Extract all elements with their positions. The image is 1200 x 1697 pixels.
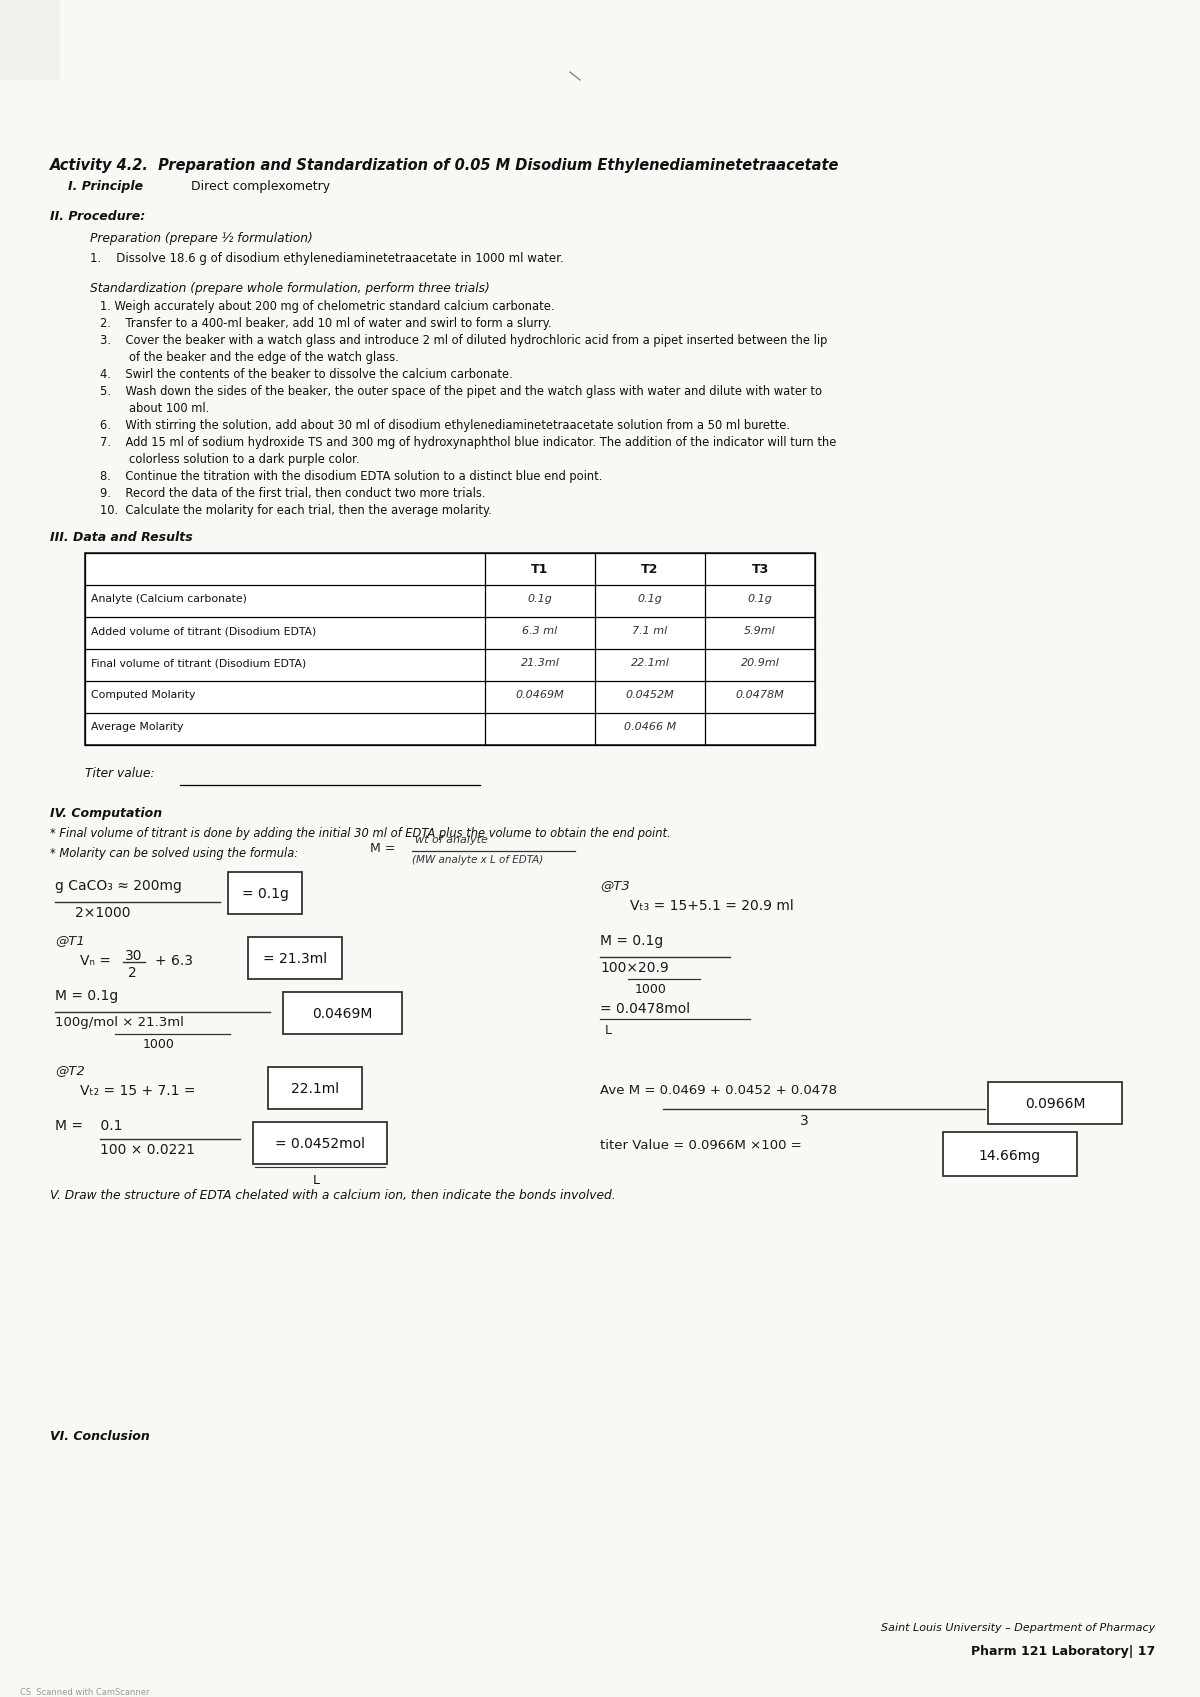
Text: 30: 30 <box>125 949 143 962</box>
Text: = 0.0478mol: = 0.0478mol <box>600 1001 690 1017</box>
Text: 20.9ml: 20.9ml <box>740 658 780 669</box>
Text: @T1: @T1 <box>55 933 85 947</box>
Text: 22.1ml: 22.1ml <box>290 1083 340 1096</box>
FancyBboxPatch shape <box>248 937 342 979</box>
Text: 7.1 ml: 7.1 ml <box>632 626 667 636</box>
Text: of the beaker and the edge of the watch glass.: of the beaker and the edge of the watch … <box>100 351 398 363</box>
Text: Average Molarity: Average Molarity <box>91 721 184 731</box>
FancyBboxPatch shape <box>253 1122 386 1164</box>
Text: Vₙ =: Vₙ = <box>80 954 112 967</box>
Text: colorless solution to a dark purple color.: colorless solution to a dark purple colo… <box>100 453 360 467</box>
Text: Titer value:: Titer value: <box>85 767 158 781</box>
Text: 1.    Dissolve 18.6 g of disodium ethylenediaminetetraacetate in 1000 ml water.: 1. Dissolve 18.6 g of disodium ethylened… <box>90 251 564 265</box>
Text: wt of analyte: wt of analyte <box>415 835 488 845</box>
Text: 100 × 0.0221: 100 × 0.0221 <box>100 1144 194 1157</box>
Text: 2: 2 <box>128 966 137 979</box>
FancyBboxPatch shape <box>268 1067 362 1110</box>
Text: 100g/mol × 21.3ml: 100g/mol × 21.3ml <box>55 1017 184 1028</box>
Text: Standardization (prepare whole formulation, perform three trials): Standardization (prepare whole formulati… <box>90 282 490 295</box>
Text: Direct complexometry: Direct complexometry <box>175 180 330 193</box>
Text: 0.1g: 0.1g <box>637 594 662 604</box>
Text: Pharm 121 Laboratory| 17: Pharm 121 Laboratory| 17 <box>971 1644 1154 1658</box>
Text: M = 0.1g: M = 0.1g <box>55 989 119 1003</box>
Bar <box>0 0 60 80</box>
Text: = 0.0452mol: = 0.0452mol <box>275 1137 365 1151</box>
Text: 5.    Wash down the sides of the beaker, the outer space of the pipet and the wa: 5. Wash down the sides of the beaker, th… <box>100 385 822 399</box>
Text: 3.    Cover the beaker with a watch glass and introduce 2 ml of diluted hydrochl: 3. Cover the beaker with a watch glass a… <box>100 334 827 346</box>
Text: IV. Computation: IV. Computation <box>50 808 162 820</box>
FancyBboxPatch shape <box>988 1083 1122 1123</box>
Text: 14.66mg: 14.66mg <box>979 1149 1042 1162</box>
Text: II. Procedure:: II. Procedure: <box>50 210 145 222</box>
Text: * Final volume of titrant is done by adding the initial 30 ml of EDTA plus the v: * Final volume of titrant is done by add… <box>50 826 671 840</box>
Text: 10.  Calculate the molarity for each trial, then the average molarity.: 10. Calculate the molarity for each tria… <box>100 504 492 518</box>
Text: 1000: 1000 <box>143 1039 175 1050</box>
Text: 5.9ml: 5.9ml <box>744 626 776 636</box>
Text: 6.    With stirring the solution, add about 30 ml of disodium ethylenediaminetet: 6. With stirring the solution, add about… <box>100 419 790 433</box>
Text: T2: T2 <box>641 563 659 575</box>
Text: 0.0469M: 0.0469M <box>312 1006 372 1022</box>
Text: 0.0966M: 0.0966M <box>1025 1096 1085 1112</box>
Text: 2×1000: 2×1000 <box>74 906 131 920</box>
Text: VI. Conclusion: VI. Conclusion <box>50 1431 150 1442</box>
FancyBboxPatch shape <box>228 872 302 915</box>
Text: 3: 3 <box>800 1113 809 1129</box>
Text: Vₜ₂ = 15 + 7.1 =: Vₜ₂ = 15 + 7.1 = <box>80 1084 196 1098</box>
Text: Activity 4.2.  Preparation and Standardization of 0.05 M Disodium Ethylenediamin: Activity 4.2. Preparation and Standardiz… <box>50 158 839 173</box>
Text: * Molarity can be solved using the formula:: * Molarity can be solved using the formu… <box>50 847 298 860</box>
Text: 2.    Transfer to a 400-ml beaker, add 10 ml of water and swirl to form a slurry: 2. Transfer to a 400-ml beaker, add 10 m… <box>100 317 552 329</box>
Text: 0.0469M: 0.0469M <box>516 691 564 699</box>
FancyBboxPatch shape <box>283 993 402 1033</box>
Text: 4.    Swirl the contents of the beaker to dissolve the calcium carbonate.: 4. Swirl the contents of the beaker to d… <box>100 368 512 382</box>
Text: Preparation (prepare ½ formulation): Preparation (prepare ½ formulation) <box>90 232 313 244</box>
Text: M =: M = <box>370 842 400 855</box>
Text: titer Value = 0.0966M ×100 =: titer Value = 0.0966M ×100 = <box>600 1139 802 1152</box>
Text: M = 0.1g: M = 0.1g <box>600 933 664 949</box>
Text: Final volume of titrant (Disodium EDTA): Final volume of titrant (Disodium EDTA) <box>91 658 306 669</box>
Text: 0.0466 M: 0.0466 M <box>624 721 676 731</box>
Text: + 6.3: + 6.3 <box>155 954 193 967</box>
Text: Ave M = 0.0469 + 0.0452 + 0.0478: Ave M = 0.0469 + 0.0452 + 0.0478 <box>600 1084 838 1096</box>
FancyBboxPatch shape <box>943 1132 1078 1176</box>
Text: Analyte (Calcium carbonate): Analyte (Calcium carbonate) <box>91 594 247 604</box>
Bar <box>85 553 815 745</box>
Text: @T3: @T3 <box>600 879 630 893</box>
Text: about 100 ml.: about 100 ml. <box>100 402 209 416</box>
Text: 8.    Continue the titration with the disodium EDTA solution to a distinct blue : 8. Continue the titration with the disod… <box>100 470 602 484</box>
Text: 0.0452M: 0.0452M <box>625 691 674 699</box>
Text: Computed Molarity: Computed Molarity <box>91 691 196 699</box>
Text: 0.1g: 0.1g <box>528 594 552 604</box>
Text: 21.3ml: 21.3ml <box>521 658 559 669</box>
Text: 0.1g: 0.1g <box>748 594 773 604</box>
Text: M =    0.1: M = 0.1 <box>55 1118 122 1134</box>
Text: 6.3 ml: 6.3 ml <box>522 626 558 636</box>
Text: T1: T1 <box>532 563 548 575</box>
Text: = 21.3ml: = 21.3ml <box>263 952 328 966</box>
Text: 7.    Add 15 ml of sodium hydroxide TS and 300 mg of hydroxynaphthol blue indica: 7. Add 15 ml of sodium hydroxide TS and … <box>100 436 836 450</box>
Text: Vₜ₃ = 15+5.1 = 20.9 ml: Vₜ₃ = 15+5.1 = 20.9 ml <box>630 899 793 913</box>
Text: 1000: 1000 <box>635 983 667 996</box>
Text: = 0.1g: = 0.1g <box>241 888 288 901</box>
Text: 1. Weigh accurately about 200 mg of chelometric standard calcium carbonate.: 1. Weigh accurately about 200 mg of chel… <box>100 300 554 312</box>
Text: Saint Louis University – Department of Pharmacy: Saint Louis University – Department of P… <box>881 1622 1154 1633</box>
Text: Added volume of titrant (Disodium EDTA): Added volume of titrant (Disodium EDTA) <box>91 626 317 636</box>
Text: L: L <box>605 1023 612 1037</box>
Text: 9.    Record the data of the first trial, then conduct two more trials.: 9. Record the data of the first trial, t… <box>100 487 486 501</box>
Text: 0.0478M: 0.0478M <box>736 691 785 699</box>
Text: I. Principle: I. Principle <box>68 180 143 193</box>
Text: g CaCO₃ ≈ 200mg: g CaCO₃ ≈ 200mg <box>55 879 182 893</box>
Text: 100×20.9: 100×20.9 <box>600 961 668 976</box>
Text: L: L <box>313 1174 320 1186</box>
Text: CS  Scanned with CamScanner: CS Scanned with CamScanner <box>20 1689 150 1697</box>
Text: @T2: @T2 <box>55 1064 85 1078</box>
Text: T3: T3 <box>751 563 769 575</box>
Text: 22.1ml: 22.1ml <box>630 658 670 669</box>
Text: III. Data and Results: III. Data and Results <box>50 531 193 545</box>
Text: (MW analyte x L of EDTA): (MW analyte x L of EDTA) <box>412 855 544 865</box>
Text: V. Draw the structure of EDTA chelated with a calcium ion, then indicate the bon: V. Draw the structure of EDTA chelated w… <box>50 1190 616 1201</box>
